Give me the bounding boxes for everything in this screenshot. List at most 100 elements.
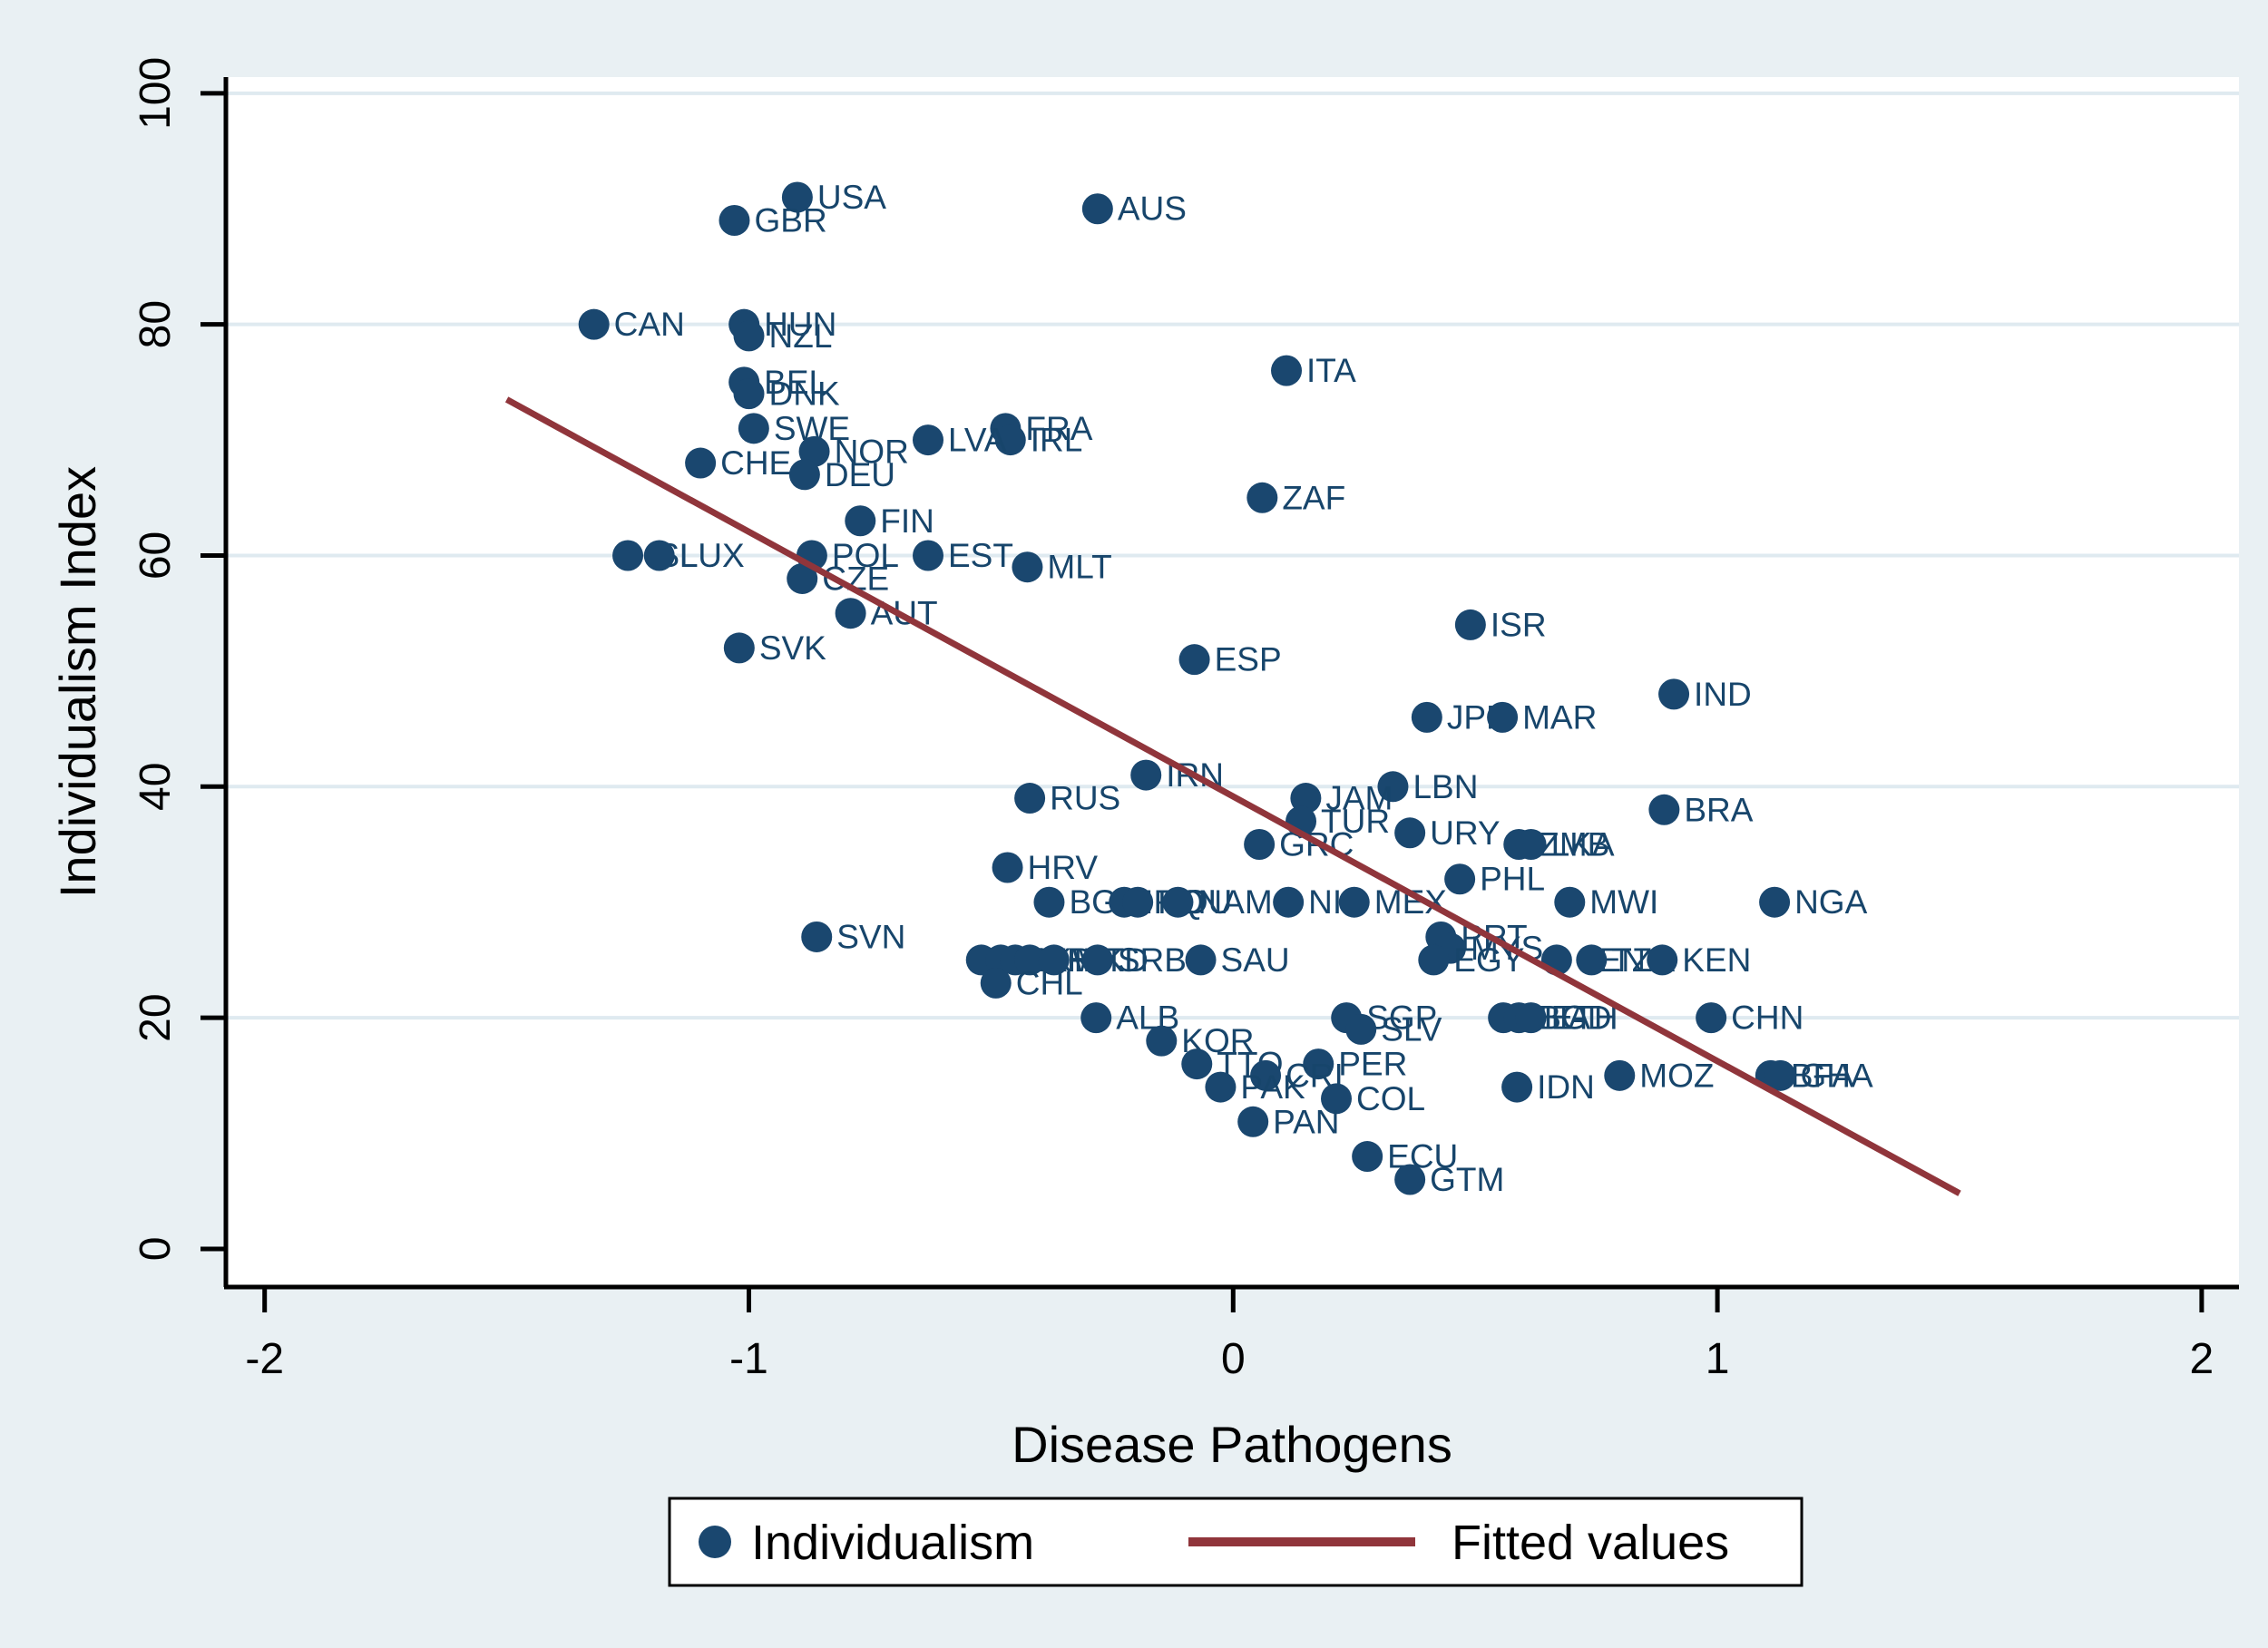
marker-label-NGA: NGA [1794, 883, 1868, 921]
marker-label-GBR: GBR [754, 201, 826, 239]
marker-GHA [1765, 1059, 1796, 1091]
marker-label-BGD: BGD [1539, 1000, 1611, 1037]
marker-SVK [723, 632, 755, 664]
fitted-values-line [504, 396, 1961, 1196]
marker-label-JAM: JAM [1325, 780, 1393, 817]
marker-PAN [1237, 1106, 1269, 1137]
point-JAM: JAM [1290, 780, 1393, 817]
x-tick-label-1: 1 [1706, 1335, 1730, 1383]
marker-LBN [1377, 771, 1409, 803]
point-URY: URY [1394, 814, 1501, 852]
point-MAR: MAR [1487, 698, 1597, 736]
fitted-line [504, 396, 1961, 1196]
point-NOR: NOR [798, 433, 909, 470]
marker-ESP [1178, 644, 1210, 676]
marker-label-CHL: CHL [1016, 964, 1083, 1001]
point-MOZ: MOZ [1604, 1057, 1714, 1094]
marker-AUT [835, 598, 866, 629]
point-PER: PER [1303, 1046, 1407, 1083]
marker-label-HUN: HUN [764, 306, 836, 343]
marker-label-LKA: LKA [1551, 826, 1615, 863]
marker-label-AUS: AUS [1118, 190, 1187, 228]
marker-label-COL: COL [1356, 1080, 1425, 1117]
point-TUR: TUR [1286, 803, 1390, 840]
x-axis-title: Disease Pathogens [1012, 1416, 1452, 1473]
marker-GRC [1244, 829, 1276, 861]
marker-SRB [1081, 944, 1113, 976]
legend-line-label: Fitted values [1452, 1516, 1729, 1570]
point-DNK: DNK [733, 375, 840, 413]
marker-label-BFA: BFA [1791, 1057, 1854, 1094]
point-IDN: IDN [1501, 1068, 1595, 1106]
marker-PAK [1205, 1071, 1237, 1103]
marker-ECU [1352, 1141, 1383, 1173]
marker-IND [1658, 678, 1690, 710]
marker-PER [1303, 1048, 1334, 1080]
marker-TTO [1181, 1048, 1213, 1080]
marker-label-PHL: PHL [1480, 861, 1545, 898]
marker-label-SVN: SVN [836, 918, 905, 955]
marker-CHN [1696, 1002, 1727, 1034]
marker-label-MLT: MLT [1047, 549, 1111, 586]
marker-label-IRL: IRL [1031, 422, 1083, 459]
marker-LUX [643, 540, 675, 571]
point-CAN: CAN [578, 306, 685, 343]
y-tick-label-40: 40 [132, 763, 180, 811]
marker-label-NOR: NOR [835, 433, 909, 470]
y-tick-label-60: 60 [132, 531, 180, 580]
marker-LKA [1515, 829, 1547, 861]
point-CHL: CHL [980, 964, 1083, 1001]
marker-KEN [1647, 944, 1678, 976]
point-ISR: ISR [1454, 606, 1547, 643]
marker-label-SGP: SGP [1366, 1000, 1437, 1037]
point-PAK: PAK [1205, 1068, 1305, 1106]
marker-label-ISR: ISR [1491, 606, 1547, 643]
marker-NAM [1162, 886, 1194, 918]
marker-ZAF [1246, 482, 1278, 513]
y-tick-label-80: 80 [132, 300, 180, 348]
marker-RUS [1014, 783, 1046, 814]
marker-BRA [1648, 794, 1680, 825]
y-tick-label-20: 20 [132, 993, 180, 1041]
legend-marker-label: Individualism [751, 1516, 1034, 1570]
marker-label-SAU: SAU [1221, 941, 1290, 979]
point-IRN: IRN [1130, 756, 1224, 794]
marker-JPN [1411, 701, 1442, 733]
y-axis-title: Individualism Index [49, 466, 106, 898]
point-NGA: NGA [1759, 883, 1868, 921]
marker-KOR [1146, 1025, 1178, 1057]
marker-IRN [1130, 759, 1162, 791]
legend: Individualism Fitted values [668, 1497, 1804, 1587]
marker-label-PAK: PAK [1240, 1068, 1305, 1106]
marker-EGY [1418, 944, 1450, 976]
marker-label-ZAF: ZAF [1282, 479, 1345, 516]
plot-area [226, 77, 2239, 1287]
marker-label-FRA: FRA [1025, 410, 1092, 447]
marker-MLT [1012, 551, 1043, 583]
point-IRL: IRL [994, 422, 1083, 459]
marker-label-IDN: IDN [1537, 1068, 1595, 1106]
marker-label-PAN: PAN [1273, 1103, 1339, 1140]
marker-label-GHA: GHA [1800, 1057, 1873, 1094]
marker-label-NZL: NZL [769, 317, 833, 355]
marker-MEX [1338, 886, 1370, 918]
marker-label-URY: URY [1430, 814, 1500, 852]
marker-ISR [1454, 609, 1486, 640]
point-GTM: GTM [1394, 1161, 1504, 1198]
marker-SWE [738, 413, 769, 444]
marker-ALB [1080, 1002, 1112, 1034]
marker-label-HRV: HRV [1028, 849, 1099, 886]
marker-ITA [1271, 355, 1303, 386]
marker-label-PER: PER [1338, 1046, 1407, 1083]
marker-HRV [992, 852, 1023, 883]
x-tick-label-2: 2 [2190, 1335, 2214, 1383]
point-EST: EST [913, 537, 1013, 574]
point-LUX: LUX [643, 537, 745, 574]
marker-SVN [801, 921, 833, 952]
marker-label-LVA: LVA [948, 422, 1007, 459]
marker-label-ESP: ESP [1215, 641, 1282, 678]
marker-label-SLV: SLV [1381, 1010, 1442, 1048]
marker-URY [1394, 817, 1426, 849]
marker-label-MAR: MAR [1522, 698, 1597, 736]
